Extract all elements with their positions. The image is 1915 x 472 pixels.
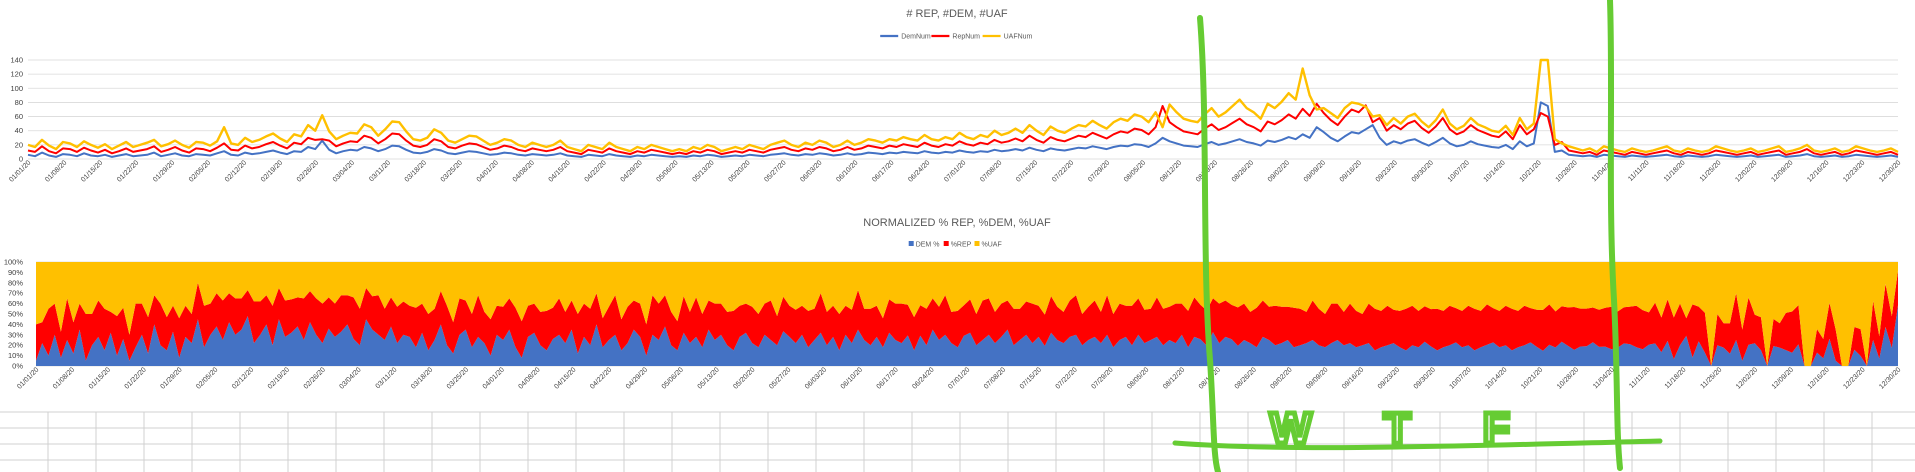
y-tick-label: 20%	[8, 341, 23, 350]
y-tick-label: 60%	[8, 299, 23, 308]
y-tick-label: 60	[15, 112, 23, 121]
y-tick-label: 0	[19, 155, 23, 164]
area-chart-title: NORMALIZED % REP, %DEM, %UAF	[863, 217, 1051, 229]
y-tick-label: 90%	[8, 268, 23, 277]
annotation-bottom-stroke	[1172, 438, 1663, 451]
legend-label: DEM %	[916, 242, 940, 249]
y-tick-label: 50%	[8, 310, 23, 319]
legend-label: UAFNum	[1004, 34, 1033, 41]
legend-label: DemNum	[901, 34, 931, 41]
series-line-uafnum	[27, 58, 1899, 154]
series-area-dem	[36, 305, 1898, 366]
area-chart-legend: DEM % %REP %UAF	[908, 241, 1002, 249]
annotation-right-stroke	[1607, 0, 1623, 471]
y-tick-label: 10%	[8, 351, 23, 360]
y-tick-label: 140	[10, 56, 23, 65]
annotation-left-stroke	[1197, 15, 1221, 472]
y-tick-label: 120	[10, 70, 23, 79]
legend-swatch	[908, 241, 914, 246]
y-tick-label: 30%	[8, 330, 23, 339]
line-chart-plot-area	[27, 58, 1899, 158]
annotation-text: W T F	[1270, 404, 1540, 453]
legend-swatch	[974, 241, 980, 246]
series-area-rep	[36, 270, 1898, 366]
legend-label: %UAF	[982, 242, 1002, 249]
legend-swatch	[943, 241, 949, 246]
y-tick-label: 80%	[8, 278, 23, 287]
line-chart-counts: # REP, #DEM, #UAF DemNum RepNum UAFNum 0 20…	[8, 8, 1902, 184]
series-area-uaf	[36, 262, 1898, 366]
y-tick-label: 100%	[4, 258, 24, 267]
line-chart-y-axis: 0 20 40 60 80 100 120 140	[10, 56, 23, 164]
series-line-repnum	[27, 102, 1899, 156]
area-chart-y-axis: 0% 10%20% 30%40%50% 60%70% 80%90%100%	[4, 258, 24, 371]
area-chart-plot-area	[36, 262, 1898, 366]
legend-label: %REP	[951, 242, 972, 249]
legend-label: RepNum	[952, 34, 980, 41]
line-chart-title: # REP, #DEM, #UAF	[906, 8, 1008, 20]
series-line-demnum	[27, 101, 1899, 158]
y-tick-label: 80	[15, 98, 23, 107]
y-tick-label: 40%	[8, 320, 23, 329]
y-tick-label: 0%	[12, 362, 23, 371]
y-tick-label: 40	[15, 126, 23, 135]
y-tick-label: 100	[10, 84, 23, 93]
line-chart-legend: DemNum RepNum UAFNum	[880, 34, 1033, 41]
line-chart-gridlines	[28, 59, 1898, 160]
area-chart-normalized: NORMALIZED % REP, %DEM, %UAF DEM % %REP %U…	[4, 217, 1903, 391]
y-tick-label: 70%	[8, 289, 23, 298]
y-tick-label: 20	[15, 140, 23, 149]
